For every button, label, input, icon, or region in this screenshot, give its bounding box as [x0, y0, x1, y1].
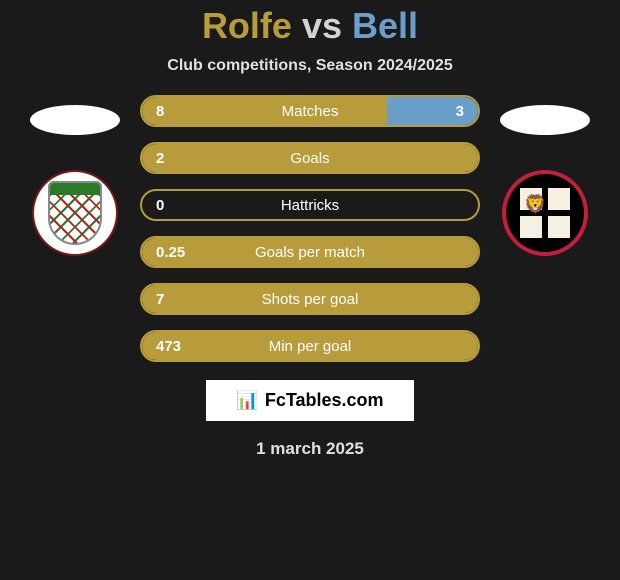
stat-bar: 8Matches3 — [140, 95, 480, 127]
comparison-card: Rolfe vs Bell Club competitions, Season … — [0, 0, 620, 459]
brand-text: FcTables.com — [265, 390, 384, 411]
footer: 📊 FcTables.com 1 march 2025 — [0, 380, 620, 459]
right-badge-column: 🦁 — [495, 105, 595, 256]
stat-label: Goals per match — [142, 244, 478, 261]
player1-silhouette — [30, 105, 120, 135]
content-row: 8Matches3 2Goals 0Hattricks 0.25Goals per m… — [0, 95, 620, 362]
stat-label: Min per goal — [142, 338, 478, 355]
lion-icon: 🦁 — [524, 194, 546, 215]
stat-label: Matches — [142, 103, 478, 120]
player2-name: Bell — [352, 5, 418, 46]
stat-bar: 473Min per goal — [140, 330, 480, 362]
stat-bar: 2Goals — [140, 142, 480, 174]
subtitle: Club competitions, Season 2024/2025 — [0, 57, 620, 75]
stat-label: Goals — [142, 150, 478, 167]
left-badge-column — [25, 105, 125, 256]
stat-bar: 0.25Goals per match — [140, 236, 480, 268]
stat-label: Shots per goal — [142, 291, 478, 308]
chart-icon: 📊 — [236, 390, 258, 411]
stat-value-right: 3 — [456, 103, 464, 120]
truro-city-badge: 🦁 — [502, 170, 588, 256]
chesham-united-badge — [32, 170, 118, 256]
brand-link[interactable]: 📊 FcTables.com — [206, 380, 413, 421]
cross-icon: 🦁 — [520, 188, 570, 238]
player2-silhouette — [500, 105, 590, 135]
shield-icon — [48, 181, 102, 245]
player1-name: Rolfe — [202, 5, 292, 46]
page-title: Rolfe vs Bell — [0, 5, 620, 47]
stat-label: Hattricks — [142, 197, 478, 214]
vs-text: vs — [302, 5, 342, 46]
date-text: 1 march 2025 — [256, 439, 364, 459]
stat-bar: 7Shots per goal — [140, 283, 480, 315]
stats-column: 8Matches3 2Goals 0Hattricks 0.25Goals per m… — [140, 95, 480, 362]
stat-bar: 0Hattricks — [140, 189, 480, 221]
